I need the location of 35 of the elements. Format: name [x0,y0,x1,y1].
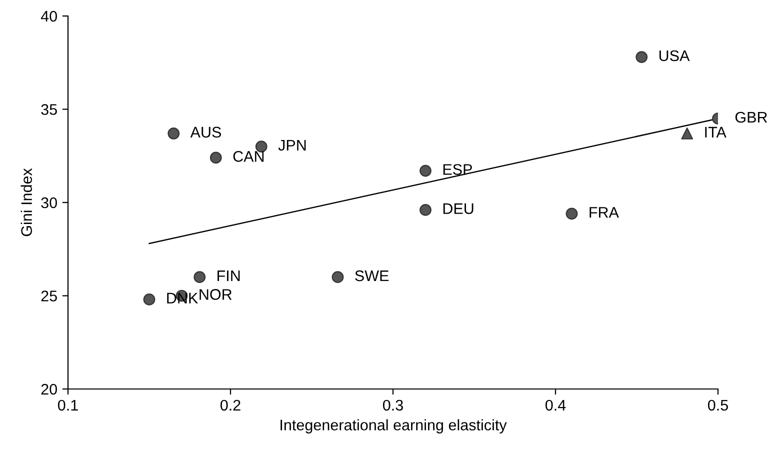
point [143,294,156,306]
annotation: CAN [233,151,264,162]
point [332,271,344,284]
point [420,164,432,177]
annotation: FRA [590,207,619,218]
y-tick-label: 40 [40,10,57,22]
y-tick-label: 25 [41,290,57,302]
x-tick-label: 0.2 [220,400,240,411]
annotation: JPN [278,140,306,151]
point [255,140,268,152]
x-tick-label: 0.1 [58,400,78,411]
y-tick-label: 20 [41,384,57,395]
point [420,204,432,216]
annotation: SWE [355,270,389,282]
x-tick-label: 0.3 [382,400,403,411]
point [194,271,206,284]
point [210,152,222,164]
annotation: ITA [705,126,726,138]
annotation: USA [659,50,690,62]
y-axis-title: Gini Index [20,168,32,236]
annotation: GBR [735,112,768,123]
point [681,128,694,140]
point [566,208,578,220]
point [168,128,180,140]
annotation: DEU [443,203,474,214]
point [636,51,648,63]
y-tick-label: 30 [41,197,57,208]
x-tick-label: 0.5 [708,400,728,411]
annotation: ESP [443,164,472,175]
annotation: AUS [190,126,222,138]
annotation: FIN [218,270,240,282]
annotation: NOR [200,289,232,300]
x-axis-title: Integenerational earning elasticity [280,419,507,434]
y-tick-label: 35 [41,104,57,115]
x-tick-label: 0.4 [545,400,566,411]
